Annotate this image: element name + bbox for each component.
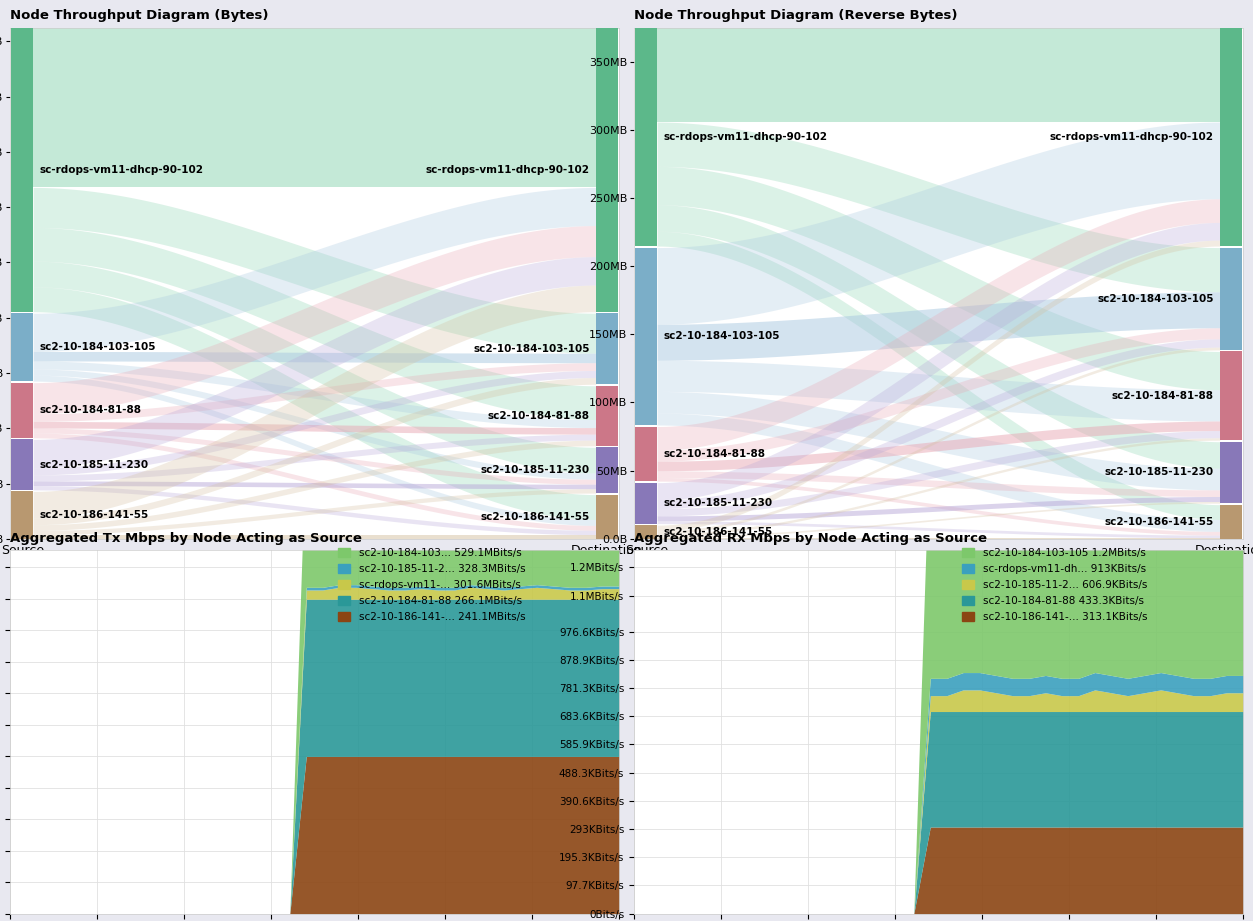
Bar (635, 525, 657, 539)
Text: sc2-10-184-103-105: sc2-10-184-103-105 (39, 343, 155, 352)
Bar (1220, 352, 1242, 440)
Text: sc2-10-185-11-230: sc2-10-185-11-230 (1105, 468, 1214, 477)
Text: sc2-10-184-103-105: sc2-10-184-103-105 (1098, 294, 1214, 304)
Text: Node Throughput Diagram (Bytes): Node Throughput Diagram (Bytes) (10, 9, 268, 22)
Text: sc2-10-186-141-55: sc2-10-186-141-55 (1104, 517, 1214, 527)
Bar (635, 248, 657, 425)
Text: sc-rdops-vm11-dhcp-90-102: sc-rdops-vm11-dhcp-90-102 (39, 165, 203, 175)
Text: sc2-10-185-11-230: sc2-10-185-11-230 (39, 460, 148, 470)
Bar (596, 386, 618, 446)
Text: Node Throughput Diagram (Reverse Bytes): Node Throughput Diagram (Reverse Bytes) (634, 9, 957, 22)
Text: sc2-10-185-11-230: sc2-10-185-11-230 (663, 498, 772, 508)
Text: Aggregated Rx Mbps by Node Acting as Source: Aggregated Rx Mbps by Node Acting as Sou… (634, 531, 987, 544)
Text: Aggregated Tx Mbps by Node Acting as Source: Aggregated Tx Mbps by Node Acting as Sou… (10, 531, 362, 544)
Bar (596, 28, 618, 311)
Text: sc2-10-184-81-88: sc2-10-184-81-88 (663, 449, 766, 459)
Text: sc-rdops-vm11-dhcp-90-102: sc-rdops-vm11-dhcp-90-102 (1050, 132, 1214, 142)
Text: sc2-10-184-81-88: sc2-10-184-81-88 (487, 411, 590, 421)
Text: sc2-10-186-141-55: sc2-10-186-141-55 (480, 512, 590, 521)
Bar (635, 28, 657, 246)
Bar (635, 483, 657, 524)
Text: sc2-10-184-103-105: sc2-10-184-103-105 (663, 332, 779, 342)
Legend: sc2-10-184-103... 529.1MBits/s, sc2-10-185-11-2... 328.3MBits/s, sc-rdops-vm11-.: sc2-10-184-103... 529.1MBits/s, sc2-10-1… (338, 548, 525, 622)
Text: sc2-10-184-81-88: sc2-10-184-81-88 (1111, 391, 1214, 401)
Bar (1220, 505, 1242, 539)
Text: sc-rdops-vm11-dhcp-90-102: sc-rdops-vm11-dhcp-90-102 (426, 165, 590, 175)
Text: sc2-10-184-103-105: sc2-10-184-103-105 (474, 344, 590, 354)
Bar (11, 492, 33, 539)
Text: sc2-10-185-11-230: sc2-10-185-11-230 (481, 465, 590, 475)
Text: sc2-10-186-141-55: sc2-10-186-141-55 (39, 510, 149, 520)
Bar (635, 426, 657, 481)
Bar (596, 448, 618, 493)
Bar (11, 28, 33, 311)
Bar (11, 382, 33, 437)
Text: sc2-10-186-141-55: sc2-10-186-141-55 (663, 527, 773, 537)
Bar (596, 313, 618, 384)
Bar (1220, 248, 1242, 350)
Legend: sc2-10-184-103-105 1.2MBits/s, sc-rdops-vm11-dh... 913KBits/s, sc2-10-185-11-2..: sc2-10-184-103-105 1.2MBits/s, sc-rdops-… (962, 548, 1148, 622)
Bar (1220, 442, 1242, 503)
Bar (11, 313, 33, 381)
Text: sc-rdops-vm11-dhcp-90-102: sc-rdops-vm11-dhcp-90-102 (663, 132, 827, 142)
Bar (11, 439, 33, 490)
Bar (1220, 28, 1242, 246)
Text: sc2-10-184-81-88: sc2-10-184-81-88 (39, 405, 142, 415)
Bar (596, 495, 618, 539)
